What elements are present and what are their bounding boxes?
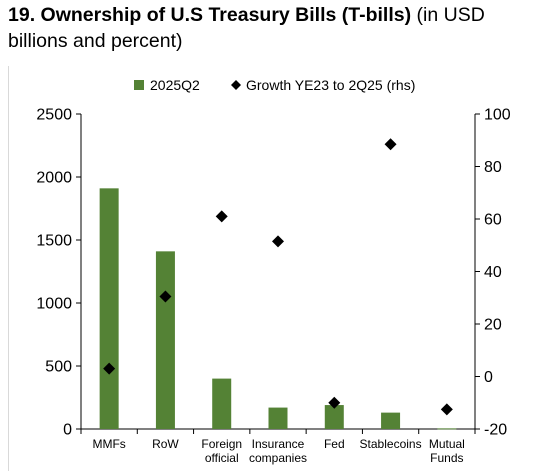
category-label: official <box>205 451 239 465</box>
chart-panel: 0 500 1000 1500 2000 2500 -20 0 20 40 60 80 100 MMFs R… <box>8 66 532 471</box>
left-tick-label: 2000 <box>36 170 72 187</box>
legend-swatch-2025q2 <box>134 80 144 90</box>
legend-label-2025q2: 2025Q2 <box>150 77 200 93</box>
left-tick-label: 0 <box>63 422 72 439</box>
category-label: Foreign <box>201 437 242 451</box>
growth-marker <box>272 235 284 248</box>
right-tick-label: 20 <box>484 317 502 334</box>
right-tick-label: 40 <box>484 264 502 281</box>
chart-title-bold: 19. Ownership of U.S Treasury Bills (T-b… <box>8 4 412 26</box>
category-label: Mutual <box>429 437 465 451</box>
legend-marker-growth <box>231 80 241 90</box>
right-tick-label: 60 <box>484 212 502 229</box>
legend-label-growth: Growth YE23 to 2Q25 (rhs) <box>246 77 415 93</box>
left-tick-label: 500 <box>45 359 72 376</box>
category-label: companies <box>249 451 307 465</box>
growth-marker <box>440 403 453 416</box>
bar <box>381 412 401 429</box>
growth-marker <box>328 396 341 409</box>
growth-marker <box>159 290 172 303</box>
right-tick-label: 100 <box>484 107 511 124</box>
chart-title: 19. Ownership of U.S Treasury Bills (T-b… <box>8 2 533 54</box>
left-tick-label: 1500 <box>36 233 72 250</box>
bar <box>268 407 288 429</box>
category-label: Stablecoins <box>360 437 422 451</box>
bar <box>324 405 344 429</box>
right-tick-label: 80 <box>484 159 502 176</box>
bar <box>155 251 175 429</box>
bar <box>437 428 457 430</box>
category-label: Fed <box>324 437 345 451</box>
category-label: RoW <box>152 437 179 451</box>
category-label: MMFs <box>92 437 125 451</box>
bar <box>212 378 232 429</box>
bar <box>99 188 119 429</box>
chart-svg: 0 500 1000 1500 2000 2500 -20 0 20 40 60 80 100 MMFs R… <box>36 77 511 465</box>
growth-marker <box>103 362 116 375</box>
growth-marker <box>384 138 397 151</box>
left-tick-label: 2500 <box>36 107 72 124</box>
category-label: Insurance <box>252 437 305 451</box>
left-tick-label: 1000 <box>36 296 72 313</box>
category-label: Funds <box>430 451 463 465</box>
growth-marker <box>215 210 228 223</box>
right-tick-label: 0 <box>484 369 493 386</box>
chart-title-rest: (in USD billions and percent) <box>8 4 485 52</box>
right-tick-label: -20 <box>484 422 507 439</box>
